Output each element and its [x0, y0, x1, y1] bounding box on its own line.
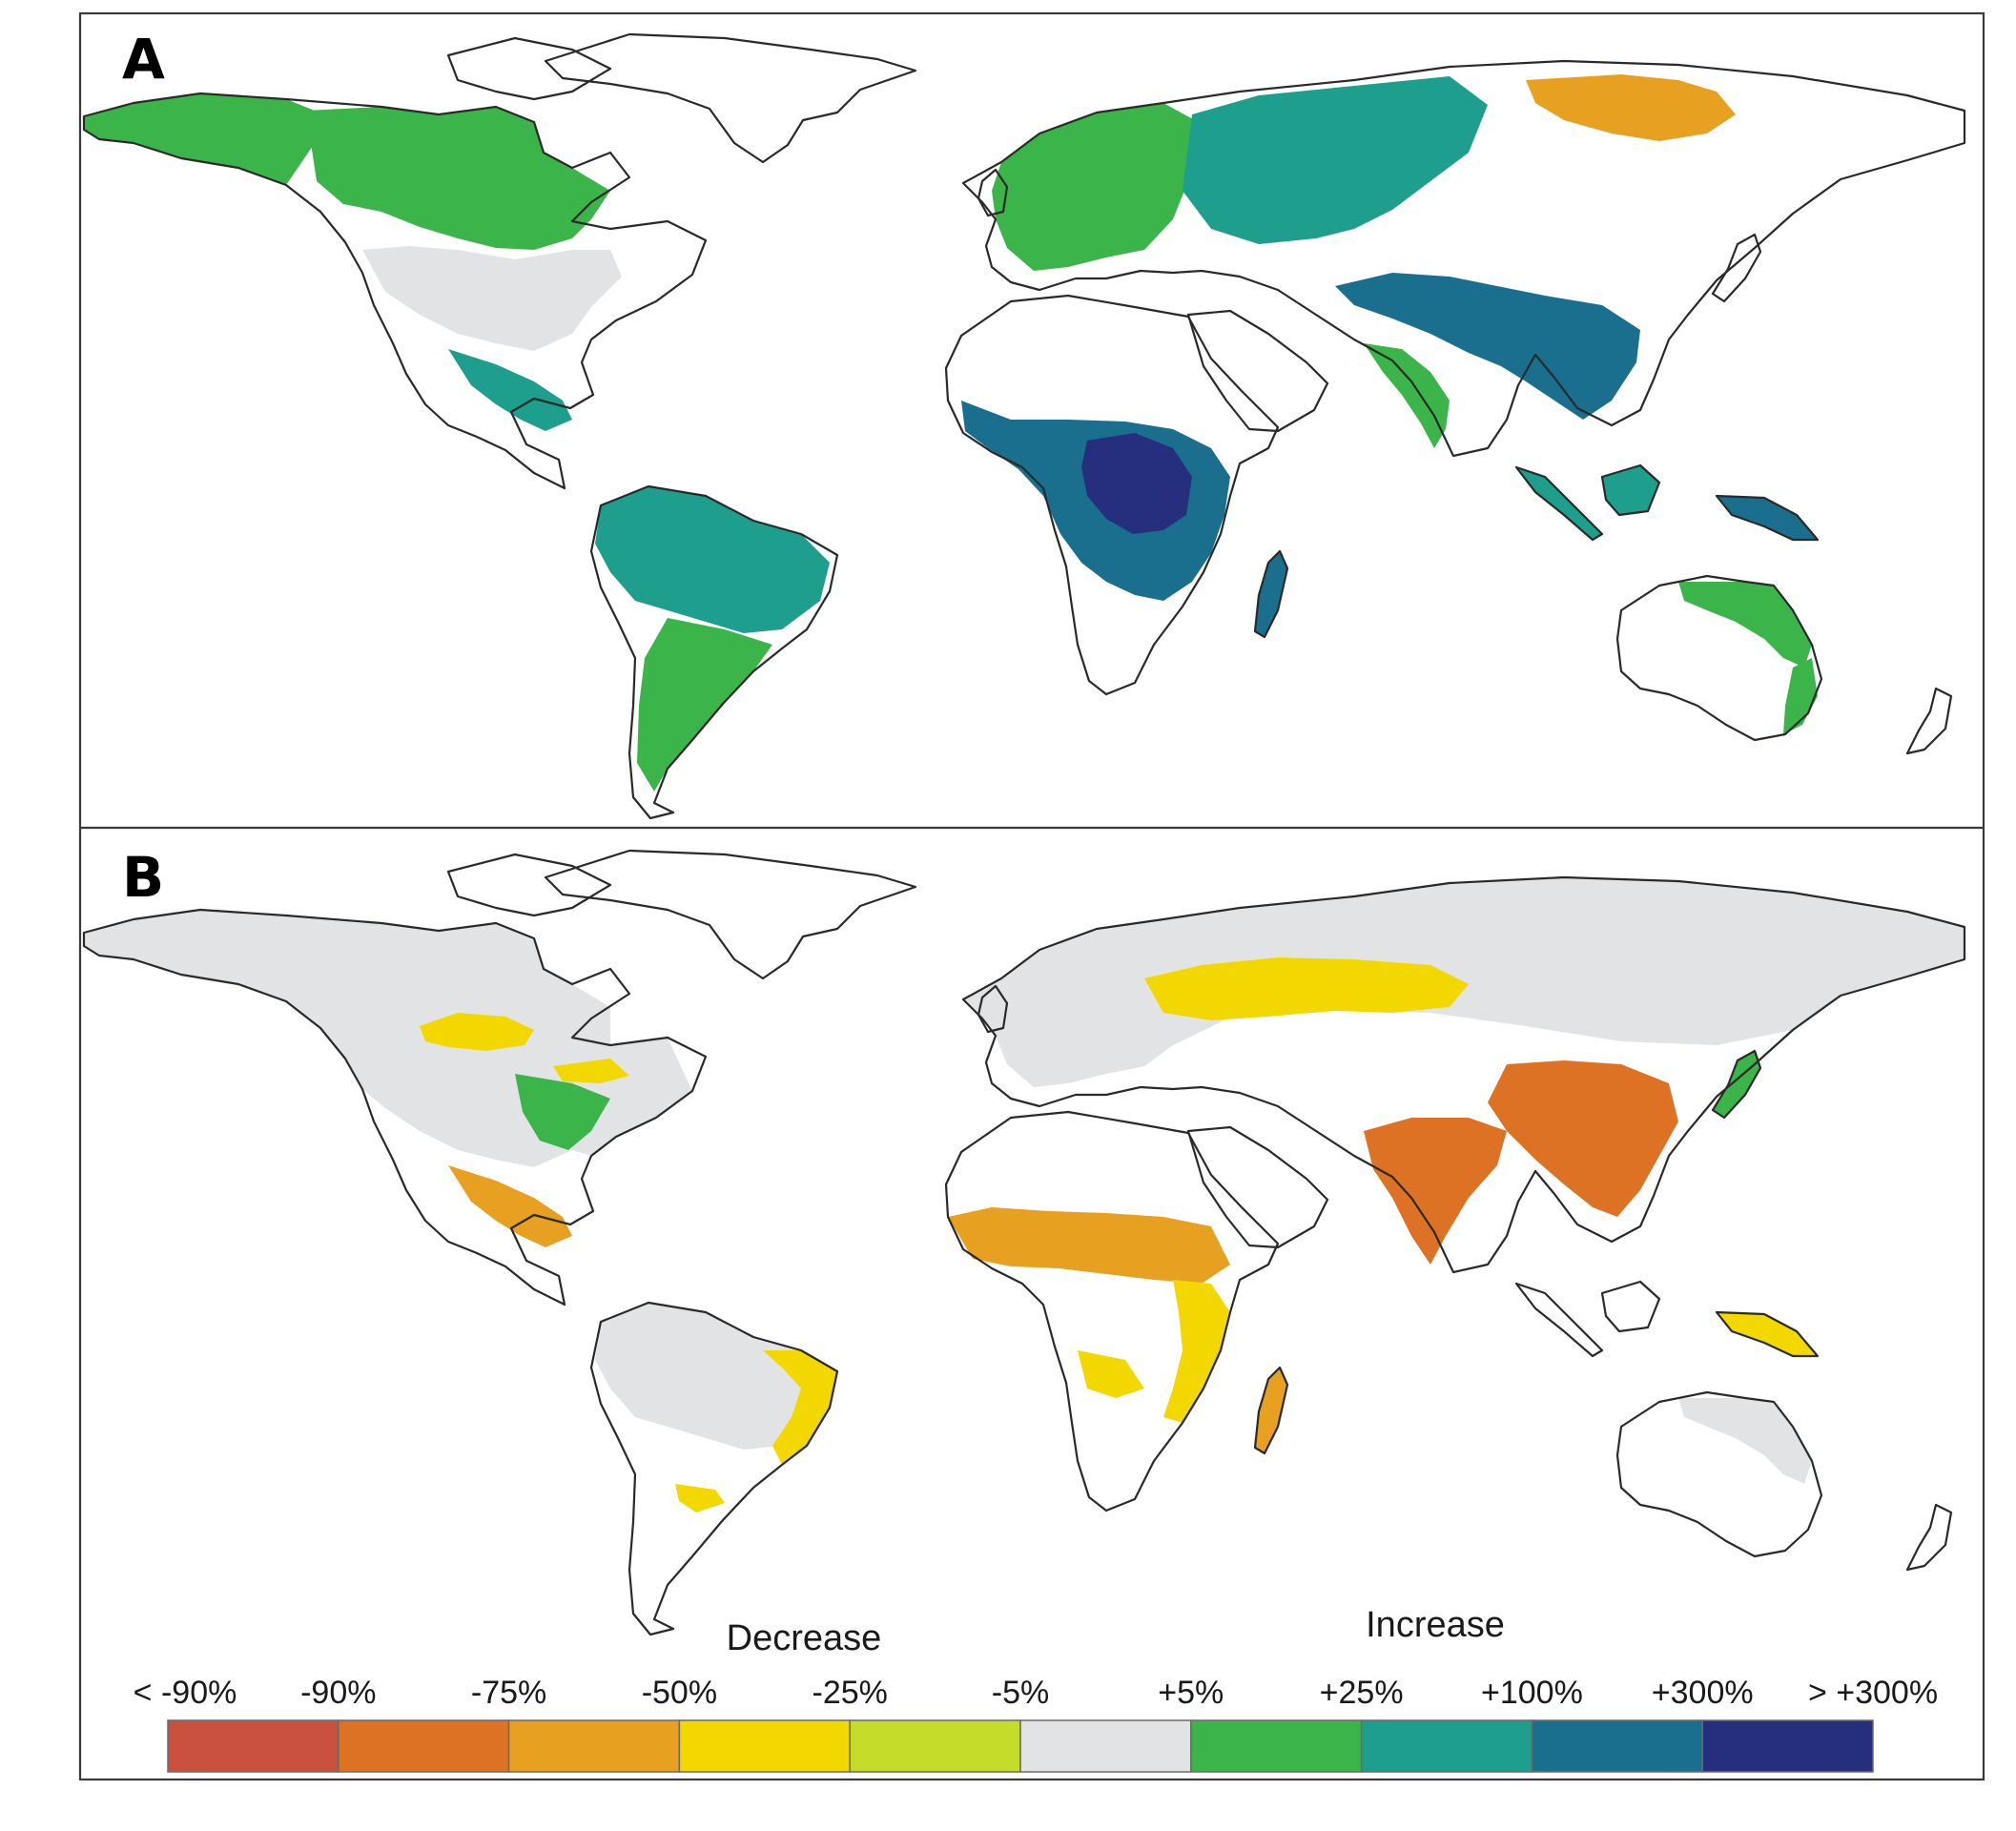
region-brazil-east	[675, 1350, 837, 1512]
region-north-america-boreal	[305, 107, 610, 250]
region-amazon	[595, 486, 830, 633]
region-madagascar	[1255, 551, 1287, 637]
region-amazon	[595, 1303, 830, 1450]
legend-tick-label: +300%	[1652, 1675, 1754, 1711]
region-north-america-west	[84, 93, 324, 185]
map-panel-b	[82, 849, 1966, 1636]
legend-tick-label: -25%	[813, 1675, 888, 1711]
region-siberia	[1183, 76, 1488, 244]
legend-tick-label: +5%	[1158, 1675, 1224, 1711]
legend-tick-label: +100%	[1481, 1675, 1583, 1711]
region-australia	[1678, 1398, 1812, 1484]
legend-swatch	[1019, 1719, 1192, 1773]
region-madagascar	[1255, 1368, 1287, 1453]
color-legend: Decrease Increase < -90% -90% -75% -50% -25%…	[134, 1605, 1938, 1773]
legend-tick-label: -75%	[471, 1675, 546, 1711]
legend-swatches	[167, 1719, 1874, 1773]
legend-decrease-label: Decrease	[727, 1618, 882, 1658]
legend-tick-label: < -90%	[134, 1675, 237, 1711]
region-europe	[992, 103, 1202, 271]
map-panel-a	[82, 32, 1966, 820]
legend-swatch	[849, 1719, 1021, 1773]
region-india	[1364, 1118, 1507, 1265]
legend-tick-label: > +300%	[1808, 1675, 1938, 1711]
region-east-siberia-hotspot	[1526, 74, 1736, 141]
region-congo-core	[1081, 433, 1192, 534]
legend-swatch	[507, 1719, 681, 1773]
region-china	[1488, 1060, 1678, 1217]
legend-tick-label: -5%	[992, 1675, 1049, 1711]
legend-tick-label: -90%	[300, 1675, 376, 1711]
region-north-america-interior	[362, 246, 622, 351]
region-sahel	[948, 1207, 1230, 1284]
legend-swatch	[678, 1719, 851, 1773]
legend-tick-label: +25%	[1320, 1675, 1404, 1711]
region-new-guinea	[1717, 1312, 1818, 1356]
legend-swatch	[1701, 1719, 1874, 1773]
region-east-africa	[1078, 1280, 1230, 1423]
legend-tick-label: -50%	[642, 1675, 717, 1711]
legend-swatch	[1360, 1719, 1533, 1773]
region-central-america	[448, 1165, 572, 1247]
legend-increase-label: Increase	[1366, 1605, 1505, 1645]
panel-label-a: A	[122, 27, 165, 92]
region-us-east	[515, 1074, 610, 1150]
legend-swatch	[1531, 1719, 1703, 1773]
region-southern-south-america	[637, 618, 772, 792]
legend-swatch	[1190, 1719, 1363, 1773]
region-india	[1364, 343, 1450, 448]
region-central-america	[448, 349, 572, 431]
region-japan	[1713, 1051, 1760, 1118]
region-layer	[84, 74, 1818, 792]
legend-swatch	[167, 1719, 339, 1773]
region-australia-east	[1678, 582, 1818, 734]
legend-ticks: < -90% -90% -75% -50% -25% -5% +5% +25% +100% +30…	[134, 1675, 1938, 1711]
region-russia-steppe	[1144, 957, 1469, 1020]
region-new-guinea	[1717, 496, 1818, 540]
region-canada-prairies	[420, 1013, 629, 1083]
region-tibet-south-asia	[1335, 273, 1640, 420]
region-layer	[84, 877, 1965, 1512]
legend-swatch	[338, 1719, 510, 1773]
panel-label-b: B	[122, 845, 164, 910]
